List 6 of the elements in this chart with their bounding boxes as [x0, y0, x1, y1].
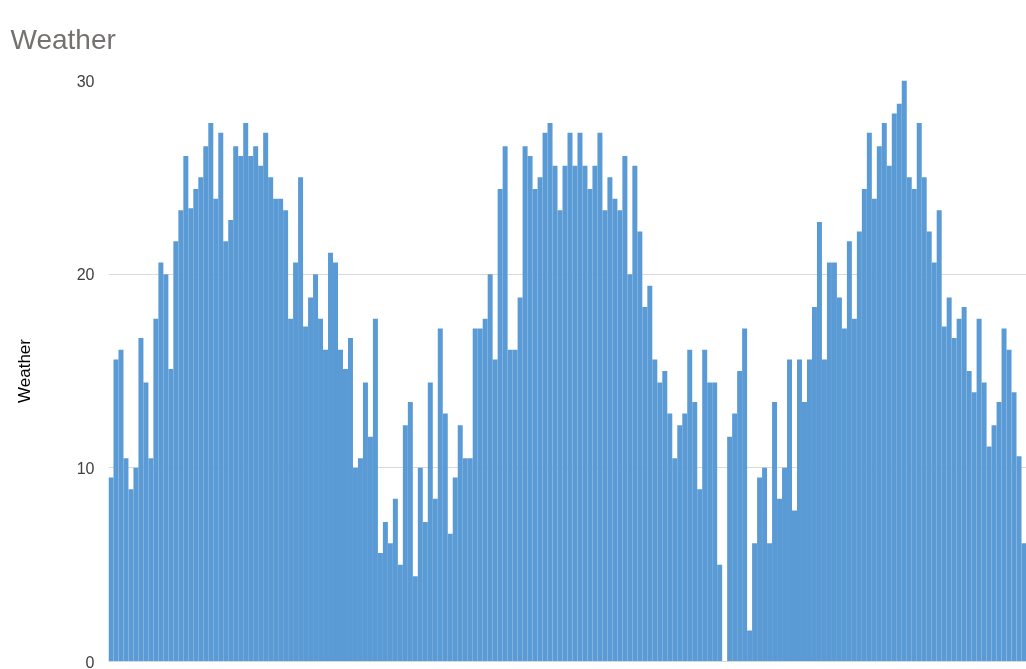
chart-title: Weather [10, 24, 116, 55]
y-tick-label: 30 [76, 72, 95, 90]
y-tick-label: 10 [76, 459, 95, 477]
y-tick-label: 0 [85, 653, 95, 669]
y-axis-title: Weather [14, 338, 34, 403]
y-tick-label: 20 [76, 266, 95, 284]
